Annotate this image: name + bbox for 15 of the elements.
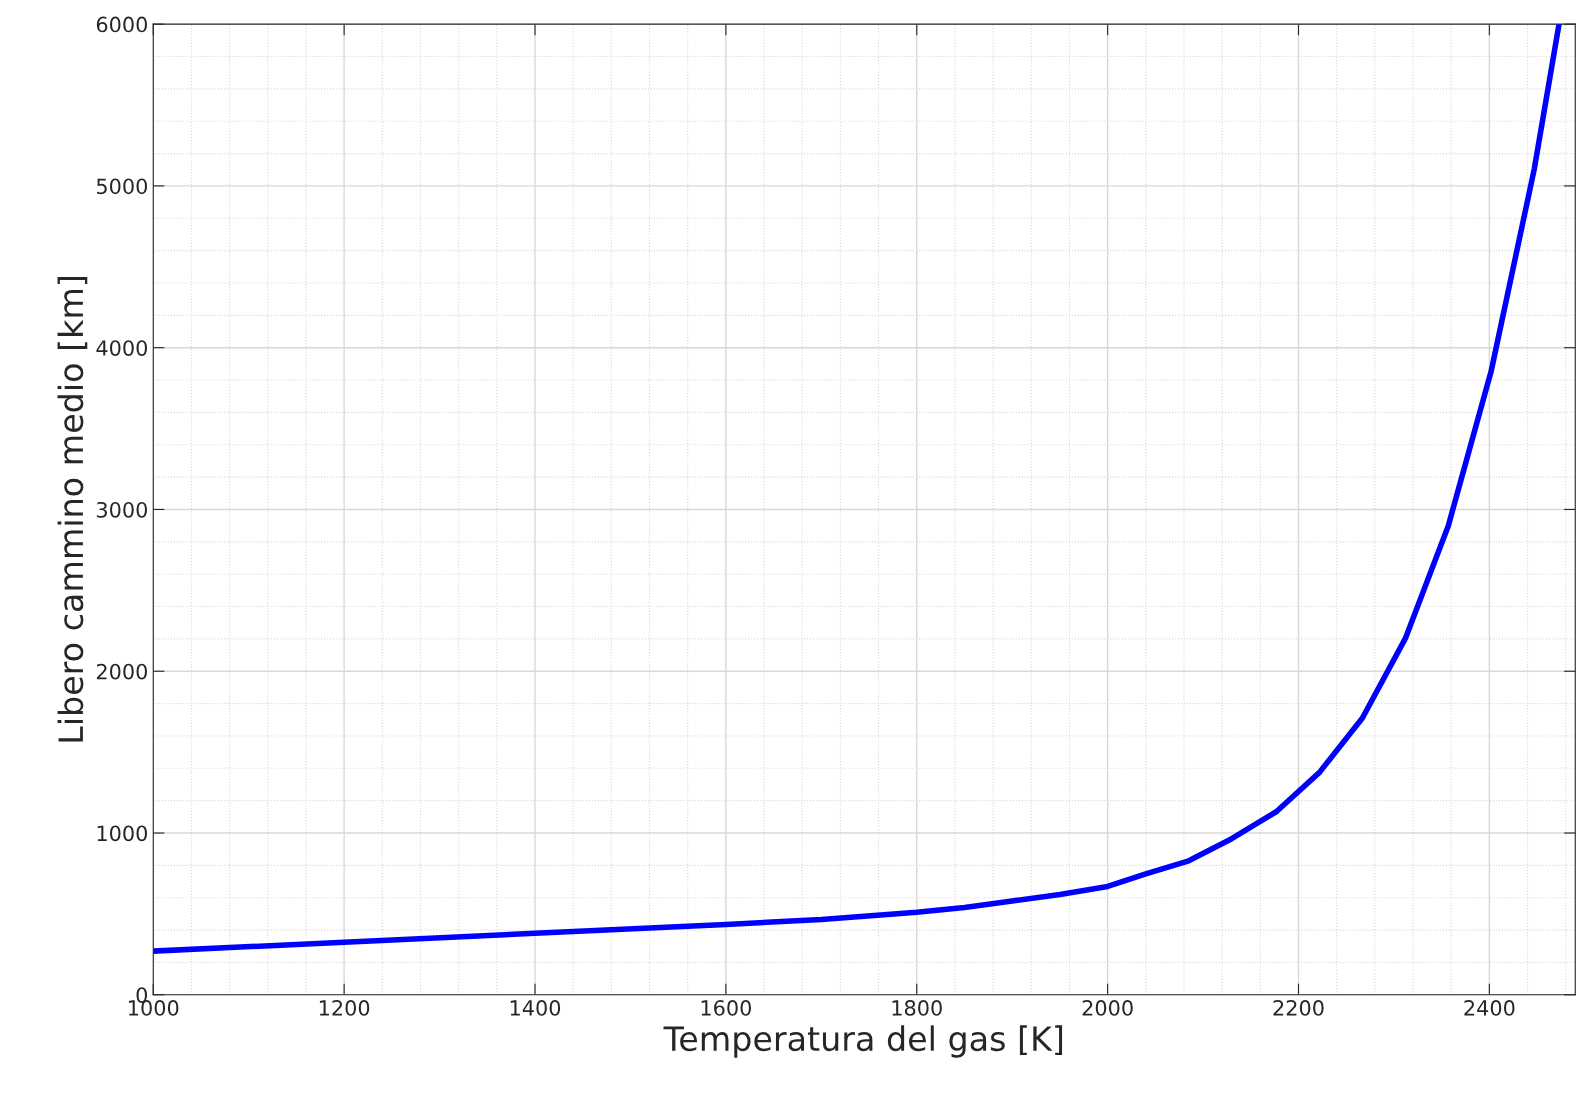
y-tick-label: 5000 [96, 178, 148, 195]
y-tick-label: 1000 [97, 825, 148, 842]
y-tick-label: 2000 [96, 663, 148, 680]
y-tick-label: 6000 [96, 16, 148, 33]
x-tick-label: 1600 [701, 1000, 751, 1016]
x-axis-title: Temperatura del gas [K] [663, 1025, 1063, 1058]
y-tick-label: 4000 [96, 340, 148, 356]
x-tick-label: 2200 [1273, 1000, 1324, 1016]
x-tick-label: 2000 [1082, 1000, 1133, 1016]
x-tick-label: 1200 [319, 1000, 370, 1016]
y-tick-label: 3000 [96, 501, 148, 518]
x-tick-label: 2400 [1464, 1000, 1515, 1016]
y-axis-title: Libero cammino medio [km] [57, 276, 88, 742]
x-tick-label: 1800 [892, 1000, 942, 1016]
x-tick-label: 1400 [510, 1000, 561, 1016]
